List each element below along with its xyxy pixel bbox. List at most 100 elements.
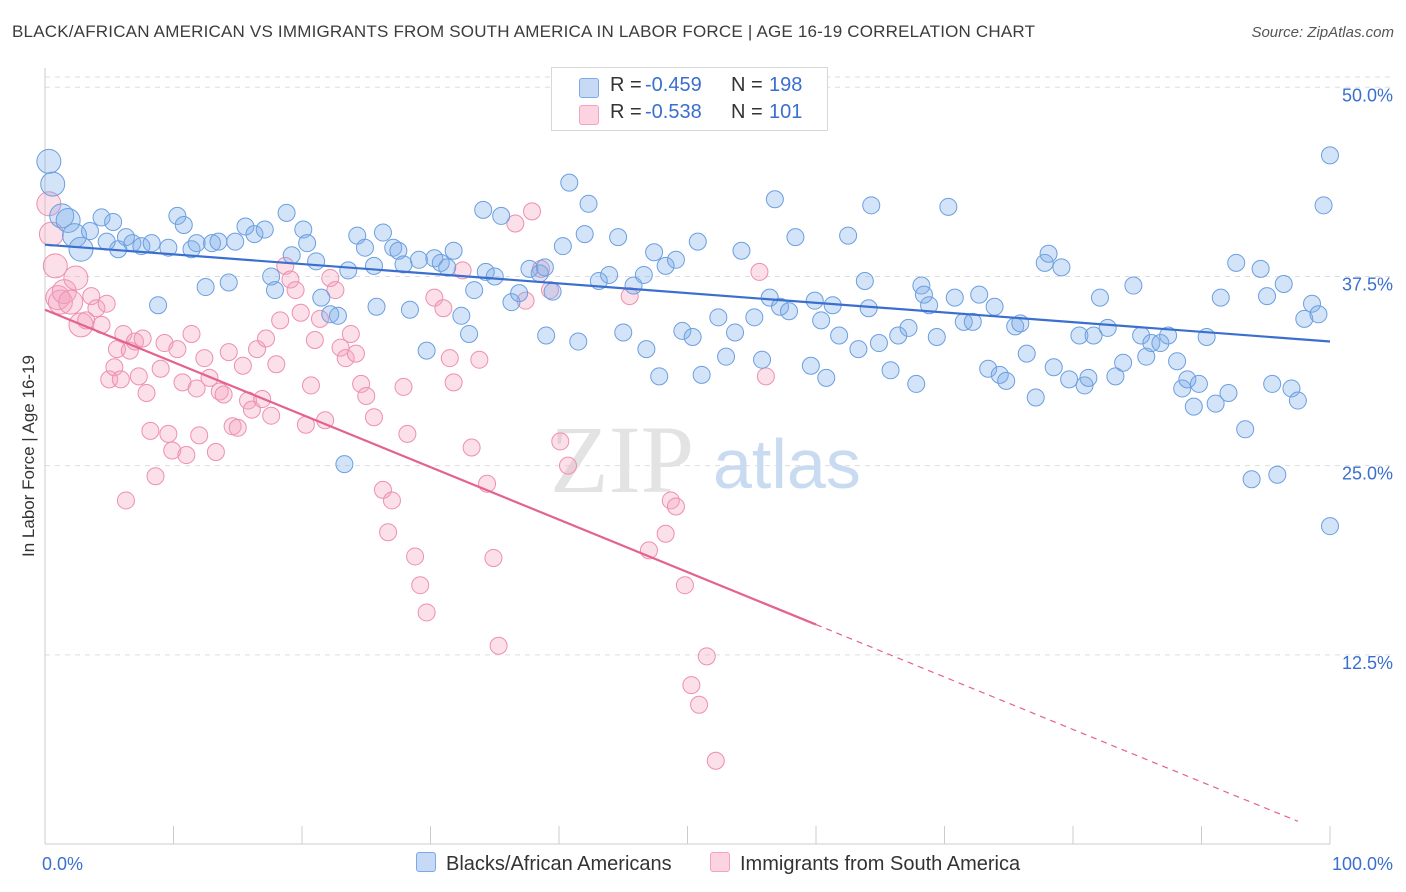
point-blacks — [717, 347, 736, 366]
point-blacks — [321, 305, 340, 324]
x-tick-label-max: 100.0% — [1332, 854, 1393, 874]
point-blacks — [881, 361, 900, 380]
point-blacks — [1090, 288, 1109, 307]
point-immigrants — [159, 424, 178, 443]
point-blacks — [1251, 259, 1270, 278]
point-blacks — [476, 262, 495, 281]
point-blacks — [55, 207, 81, 233]
point-blacks — [1263, 374, 1282, 393]
legend-n-value: 198 — [769, 74, 803, 96]
point-immigrants — [310, 309, 329, 328]
y-tick-label: 50.0% — [1342, 85, 1393, 105]
point-blacks — [692, 365, 711, 384]
point-blacks — [438, 258, 457, 277]
point-blacks — [709, 308, 728, 327]
point-blacks — [92, 208, 111, 227]
point-blacks — [389, 241, 408, 260]
point-immigrants — [58, 289, 84, 315]
point-blacks — [1189, 374, 1208, 393]
point-blacks — [1070, 326, 1089, 345]
point-immigrants — [666, 497, 685, 516]
point-immigrants — [364, 408, 383, 427]
point-blacks — [1079, 368, 1098, 387]
point-blacks — [1184, 397, 1203, 416]
point-blacks — [634, 265, 653, 284]
point-blacks — [1137, 347, 1156, 366]
point-immigrants — [394, 377, 413, 396]
point-blacks — [817, 368, 836, 387]
point-blacks — [1168, 352, 1187, 371]
point-immigrants — [558, 456, 577, 475]
point-blacks — [1052, 258, 1071, 277]
point-blacks — [492, 206, 511, 225]
point-immigrants — [411, 576, 430, 595]
point-blacks — [174, 215, 193, 234]
point-blacks — [49, 203, 75, 229]
point-blacks — [650, 367, 669, 386]
point-immigrants — [63, 265, 89, 291]
point-immigrants — [248, 340, 267, 359]
point-blacks — [149, 296, 168, 315]
point-blacks — [474, 200, 493, 219]
point-immigrants — [489, 636, 508, 655]
point-blacks — [262, 267, 281, 286]
point-immigrants — [97, 294, 116, 313]
point-immigrants — [305, 331, 324, 350]
point-blacks — [367, 297, 386, 316]
point-immigrants — [341, 324, 360, 343]
trend-line-blacks — [44, 243, 1331, 343]
point-blacks — [1098, 318, 1117, 337]
point-blacks — [1178, 370, 1197, 389]
point-blacks — [543, 282, 562, 301]
point-blacks — [1258, 287, 1277, 306]
point-blacks — [569, 332, 588, 351]
point-blacks — [609, 228, 628, 247]
point-blacks — [780, 302, 799, 321]
trend-lines — [44, 243, 1331, 822]
point-blacks — [460, 324, 479, 343]
point-blacks — [1206, 394, 1225, 413]
point-blacks — [600, 265, 619, 284]
point-immigrants — [440, 349, 459, 368]
point-blacks — [1026, 388, 1045, 407]
point-blacks — [535, 258, 554, 277]
point-blacks — [431, 253, 450, 272]
point-blacks — [745, 308, 764, 327]
point-blacks — [537, 326, 556, 345]
point-blacks — [683, 327, 702, 346]
point-blacks — [1227, 253, 1246, 272]
point-blacks — [997, 371, 1016, 390]
point-immigrants — [434, 299, 453, 318]
point-immigrants — [756, 367, 775, 386]
point-blacks — [945, 288, 964, 307]
point-blacks — [40, 171, 66, 197]
point-blacks — [294, 220, 313, 239]
point-blacks — [219, 273, 238, 292]
point-blacks — [560, 173, 579, 192]
point-immigrants — [346, 344, 365, 363]
point-blacks — [266, 281, 285, 300]
trend-line-immigrants — [44, 308, 817, 626]
point-blacks — [182, 240, 201, 259]
bottom-legend-label-immigrants: Immigrants from South America — [740, 853, 1021, 875]
point-immigrants — [82, 287, 101, 306]
point-blacks — [465, 281, 484, 300]
point-immigrants — [286, 281, 305, 300]
point-blacks — [187, 234, 206, 253]
point-immigrants — [661, 491, 680, 510]
bottom-legend-swatch-blacks — [416, 852, 436, 872]
point-immigrants — [195, 349, 214, 368]
point-immigrants — [262, 406, 281, 425]
legend-r-value: -0.538 — [645, 101, 702, 123]
bottom-legend-swatch-immigrants — [710, 852, 730, 872]
point-immigrants — [301, 376, 320, 395]
point-immigrants — [233, 356, 252, 375]
point-blacks — [159, 238, 178, 257]
point-blacks — [328, 306, 347, 325]
point-immigrants — [697, 647, 716, 666]
point-blacks — [869, 334, 888, 353]
point-immigrants — [141, 421, 160, 440]
point-blacks — [805, 291, 824, 310]
point-blacks — [384, 238, 403, 257]
